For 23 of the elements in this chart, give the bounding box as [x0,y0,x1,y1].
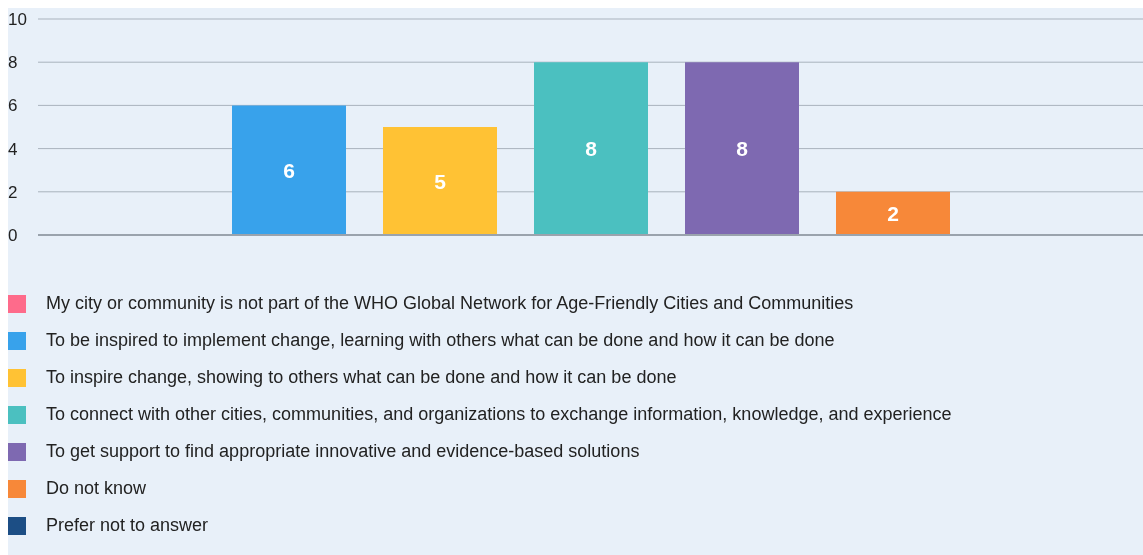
legend-label: Prefer not to answer [46,515,209,536]
data-label: 2 [887,201,899,225]
legend-label: To get support to find appropriate innovative and evidence-based solutions [46,441,640,462]
legend-label: To inspire change, showing to others what can be done and how it can be done [46,367,677,388]
bar [836,191,950,235]
y-tick-label: 8 [8,53,18,73]
bar [383,127,497,235]
data-label: 8 [736,137,749,161]
data-label: 6 [283,158,295,182]
bar [534,62,648,235]
y-tick-label: 10 [8,10,27,30]
y-tick-label: 6 [8,96,18,116]
legend-label: Do not know [46,478,147,499]
legend-label: To be inspired to implement change, learning with others what can be done and how it can be done [46,330,835,351]
bar [685,62,799,235]
data-label: 8 [585,137,598,161]
y-tick-label: 4 [8,139,18,159]
y-tick-label: 0 [8,226,18,246]
legend-label: To connect with other cities, communities, and organizations to exchange information, knowledge, and experience [46,404,952,425]
legend-label: My city or community is not part of the WHO Global Network for Age-Friendly Cities and Communities [46,293,854,314]
bar [232,105,346,235]
y-tick-label: 2 [8,182,18,202]
data-label: 5 [434,169,447,193]
